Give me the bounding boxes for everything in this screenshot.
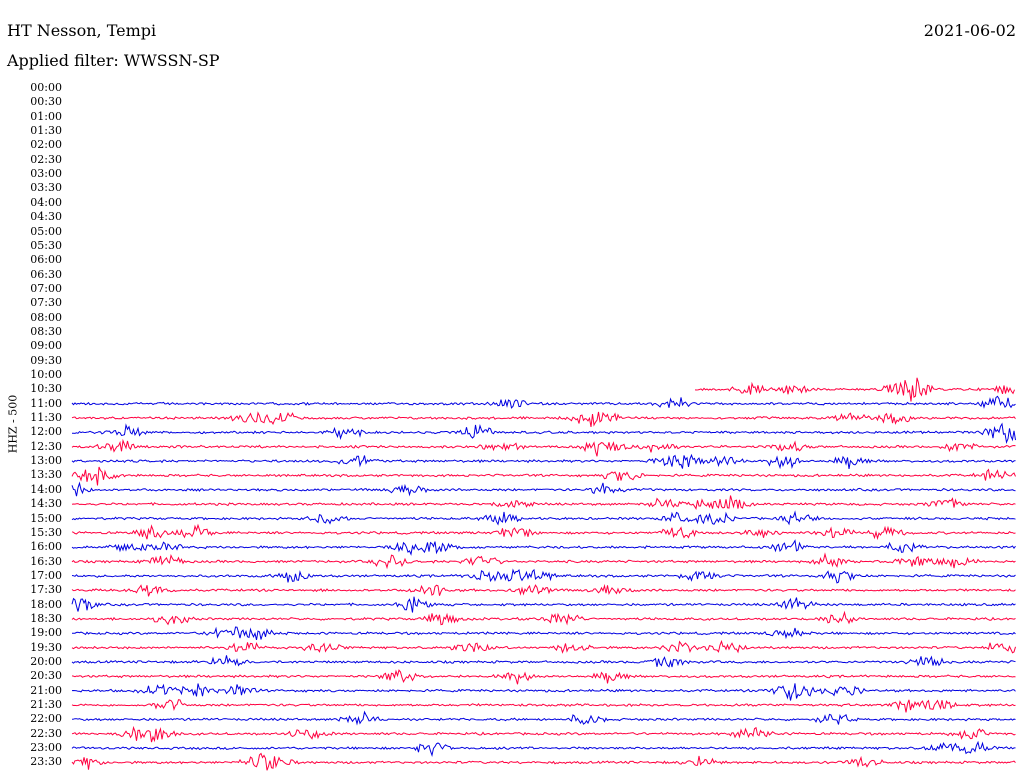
filter-label: Applied filter: WWSSN-SP bbox=[7, 51, 220, 70]
time-label: 12:30 bbox=[30, 439, 62, 453]
time-label: 23:30 bbox=[30, 755, 62, 769]
trace-line bbox=[71, 510, 1016, 526]
trace-line bbox=[71, 710, 1016, 726]
time-label: 08:30 bbox=[30, 324, 62, 338]
time-label: 15:30 bbox=[30, 525, 62, 539]
time-label: 05:30 bbox=[30, 238, 62, 252]
trace-line bbox=[71, 596, 1016, 613]
time-label: 22:00 bbox=[30, 712, 62, 726]
time-label: 13:30 bbox=[30, 468, 62, 482]
time-label: 02:00 bbox=[30, 138, 62, 152]
time-label: 01:00 bbox=[30, 109, 62, 123]
trace-line bbox=[71, 481, 1016, 497]
station-title: HT Nesson, Tempi bbox=[7, 21, 157, 40]
trace-line bbox=[71, 523, 1016, 541]
time-label: 15:00 bbox=[30, 511, 62, 525]
time-label: 19:30 bbox=[30, 640, 62, 654]
trace-line bbox=[71, 639, 1016, 654]
time-label: 11:30 bbox=[30, 411, 62, 425]
trace-line bbox=[71, 699, 1016, 713]
trace-line bbox=[72, 626, 1016, 641]
trace-line bbox=[71, 466, 1016, 486]
trace-line bbox=[71, 495, 1016, 510]
time-label: 21:30 bbox=[30, 698, 62, 712]
time-label: 09:00 bbox=[30, 339, 62, 353]
time-label: 23:00 bbox=[30, 741, 62, 755]
time-label: 06:00 bbox=[30, 253, 62, 267]
trace-line bbox=[71, 669, 1016, 685]
time-label: 10:30 bbox=[30, 382, 62, 396]
time-label: 20:30 bbox=[30, 669, 62, 683]
time-label: 14:30 bbox=[30, 497, 62, 511]
trace-line bbox=[694, 377, 1015, 402]
trace-line bbox=[71, 655, 1016, 668]
trace-line bbox=[71, 438, 1016, 457]
time-label: 01:30 bbox=[30, 124, 62, 138]
time-label: 11:00 bbox=[30, 396, 62, 410]
time-label: 03:30 bbox=[30, 181, 62, 195]
trace-line bbox=[71, 752, 1016, 771]
trace-line bbox=[71, 552, 1016, 570]
time-label: 17:30 bbox=[30, 583, 62, 597]
time-label: 10:00 bbox=[30, 368, 62, 381]
trace-line bbox=[71, 583, 1016, 597]
time-label: 18:00 bbox=[30, 597, 62, 611]
time-label: 05:00 bbox=[30, 224, 62, 238]
time-label: 08:00 bbox=[30, 310, 62, 324]
time-label: 02:30 bbox=[30, 152, 62, 166]
time-label: 09:30 bbox=[30, 353, 62, 367]
time-label: 07:00 bbox=[30, 281, 62, 295]
time-label: 16:30 bbox=[30, 554, 62, 568]
trace-line bbox=[72, 422, 1016, 445]
time-label: 19:00 bbox=[30, 626, 62, 640]
time-label: 04:30 bbox=[30, 210, 62, 224]
time-label: 21:00 bbox=[30, 683, 62, 697]
trace-line bbox=[71, 568, 1016, 584]
trace-line bbox=[71, 411, 1016, 427]
trace-line bbox=[71, 683, 1016, 701]
trace-line bbox=[71, 453, 1016, 470]
trace-line bbox=[71, 610, 1016, 626]
time-label: 03:00 bbox=[30, 167, 62, 181]
trace-line bbox=[71, 740, 1016, 757]
time-label: 20:00 bbox=[30, 655, 62, 668]
time-label: 14:00 bbox=[30, 482, 62, 496]
time-label: 07:30 bbox=[30, 296, 62, 310]
time-label: 18:30 bbox=[30, 611, 62, 625]
time-label: 00:30 bbox=[30, 95, 62, 109]
time-label: 22:30 bbox=[30, 726, 62, 740]
time-label: 13:00 bbox=[30, 454, 62, 468]
trace-line bbox=[71, 725, 1016, 743]
time-label: 17:00 bbox=[30, 568, 62, 582]
trace-line bbox=[71, 395, 1016, 409]
time-label: 16:00 bbox=[30, 540, 62, 554]
date-label: 2021-06-02 bbox=[923, 21, 1016, 40]
time-label: 04:00 bbox=[30, 195, 62, 209]
trace-line bbox=[71, 539, 1016, 556]
time-label: 12:00 bbox=[30, 425, 62, 439]
time-label: 06:30 bbox=[30, 267, 62, 281]
time-label: 00:00 bbox=[30, 81, 62, 94]
